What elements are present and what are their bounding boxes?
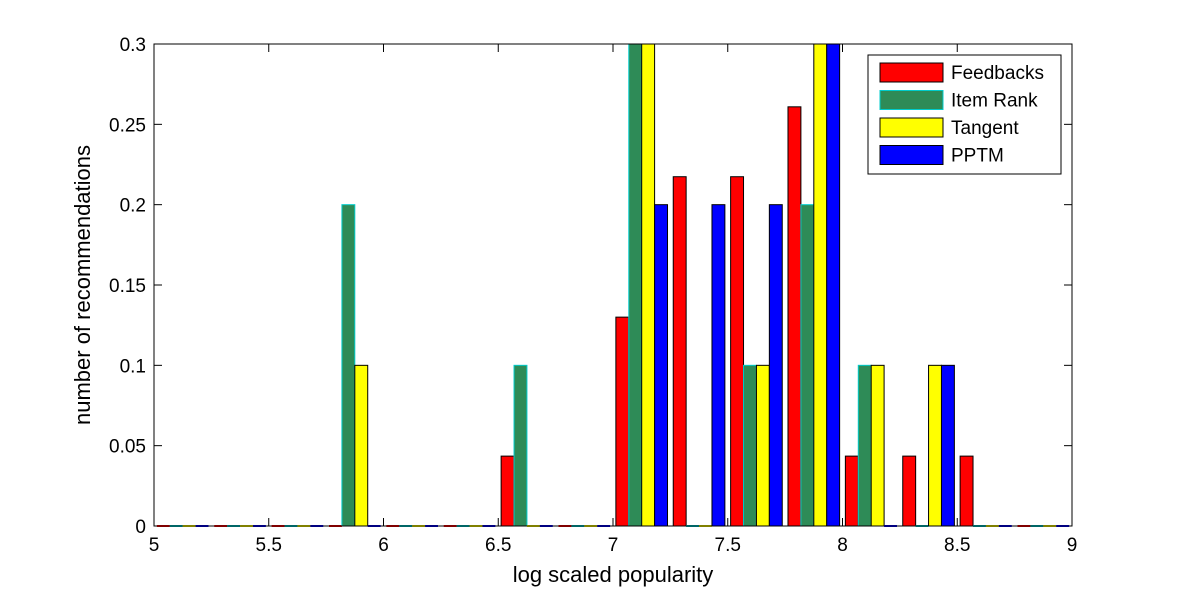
bar-item-rank [743,364,757,527]
legend: Feedbacks Item Rank Tangent PPTM [867,54,1062,175]
bar-pptm [768,204,783,527]
bar-feedbacks [787,106,802,527]
legend-label: PPTM [951,146,1004,167]
x-tick-label: 8.5 [944,535,970,556]
y-axis-label: number of recommendations [70,145,95,425]
x-tick-label: 5 [149,535,160,556]
y-tick-label: 0.05 [109,437,146,458]
bar-tangent [354,364,369,527]
bar-feedbacks [730,176,745,527]
bar-item-rank [341,204,356,527]
bar-pptm [711,204,726,527]
y-tick-label: 0 [135,517,146,538]
legend-swatch-pptm [879,145,944,165]
bar-item-rank [513,364,528,527]
bar-tangent [870,364,885,527]
legend-label: Tangent [951,118,1019,139]
y-tick-label: 0.25 [109,115,146,136]
legend-label: Item Rank [951,91,1038,112]
bar-feedbacks [959,455,974,527]
bar-tangent [755,364,770,527]
bar-feedbacks [902,455,917,527]
bar-feedbacks [672,176,687,527]
legend-swatch-tangent [879,117,944,138]
bar-tangent [813,43,828,527]
bars-group [156,43,1070,527]
bar-feedbacks [500,455,515,527]
x-tick-label: 8 [837,535,848,556]
legend-swatch-feedbacks [879,62,944,83]
axes-group: 5 5.5 6 6.5 7 7.5 8 8.5 9 0 0.05 0.1 0.15 0.2 0.25 0.3 [109,35,1077,556]
x-tick-label: 6.5 [485,535,511,556]
x-tick-label: 6 [378,535,389,556]
legend-label: Feedbacks [951,63,1044,84]
bar-pptm [826,43,841,527]
x-tick-label: 5.5 [256,535,282,556]
x-tick-label: 7 [608,535,619,556]
bar-item-rank [628,43,643,527]
bar-feedbacks [615,316,630,527]
legend-swatch-item-rank [879,90,944,110]
y-tick-label: 0.3 [120,35,146,56]
y-tick-label: 0.15 [109,276,146,297]
y-tick-label: 0.2 [120,196,146,217]
bar-tangent [641,43,656,527]
x-tick-label: 9 [1067,535,1078,556]
bar-pptm [940,364,955,527]
x-axis-label: log scaled popularity [513,562,714,587]
y-tick-label: 0.1 [120,356,146,377]
bar-item-rank [857,364,872,527]
bar-item-rank [800,204,815,527]
bar-pptm [654,204,669,527]
bar-tangent [928,364,942,527]
bar-feedbacks [844,455,859,527]
x-tick-label: 7.5 [715,535,741,556]
